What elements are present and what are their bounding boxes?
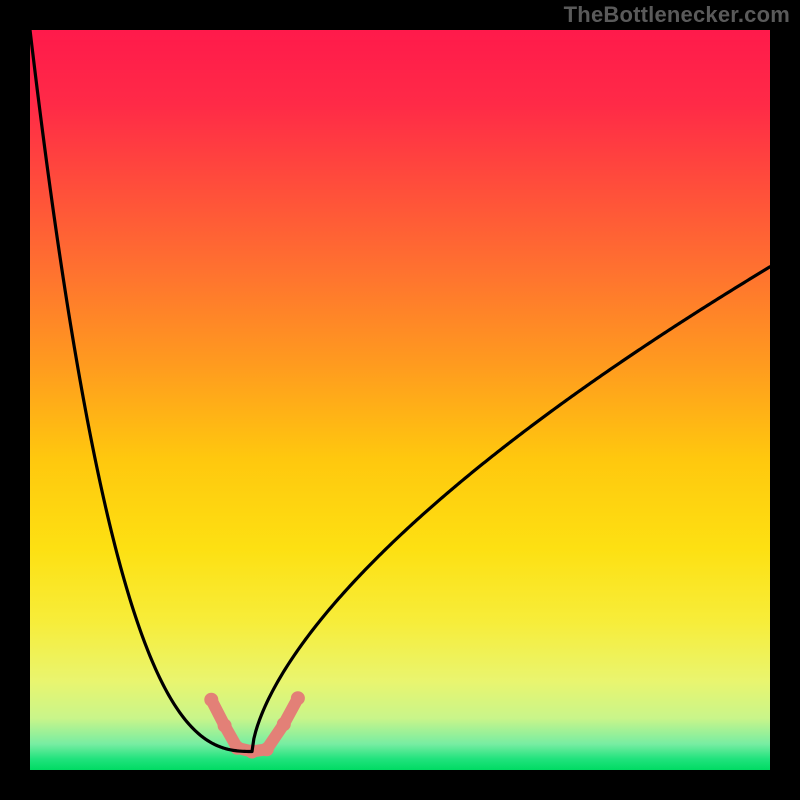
plot-gradient-background: [30, 30, 770, 770]
vertex-marker-dot: [218, 719, 232, 733]
vertex-marker-dot: [260, 742, 274, 756]
bottleneck-curve-chart: [0, 0, 800, 800]
watermark-text: TheBottlenecker.com: [564, 2, 790, 28]
vertex-marker-dot: [291, 691, 305, 705]
vertex-marker-dot: [277, 717, 291, 731]
vertex-marker-dot: [204, 693, 218, 707]
